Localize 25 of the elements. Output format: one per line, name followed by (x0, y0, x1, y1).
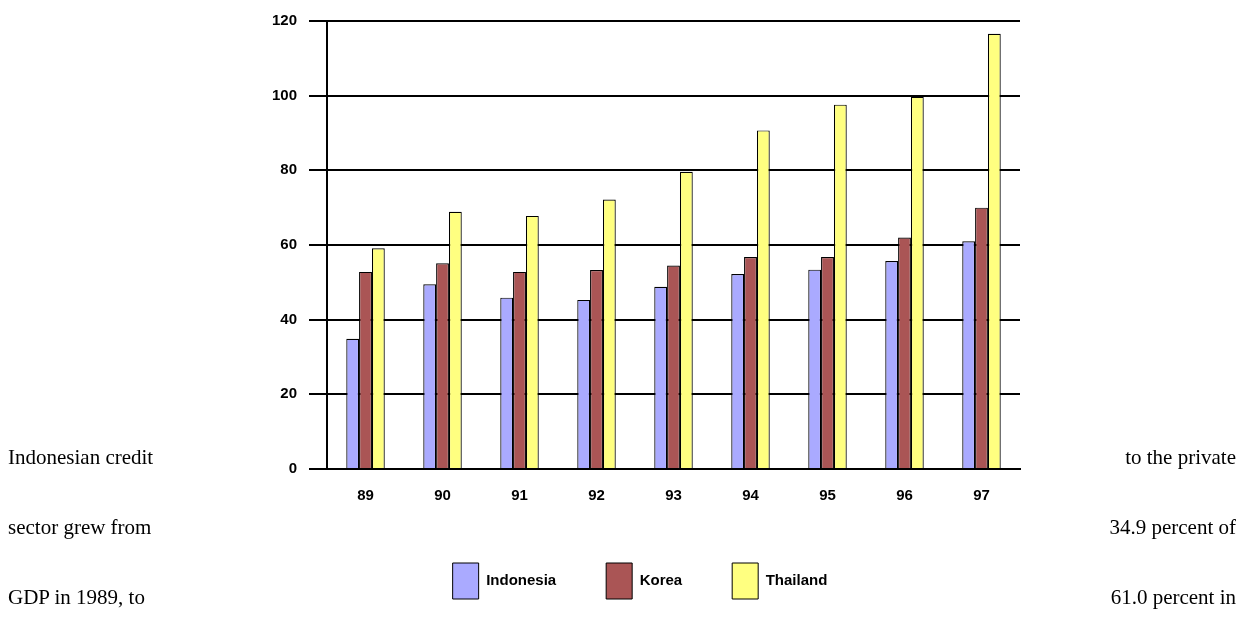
y-tick-label: 120 (272, 11, 298, 29)
x-tick-label: 94 (742, 486, 760, 504)
x-tick-label: 96 (896, 486, 913, 504)
x-tick-label: 95 (819, 486, 836, 504)
y-tick-label: 40 (280, 309, 298, 327)
text: 61.0 percent in (1110, 585, 1236, 610)
x-tick-label: 93 (665, 486, 682, 504)
text: to the private (1125, 445, 1236, 470)
y-tick-label: 20 (280, 384, 298, 402)
x-tick-label: 89 (357, 486, 374, 504)
text: sector grew from (8, 515, 152, 540)
x-tick-label: 90 (434, 486, 451, 504)
x-tick-label: 92 (588, 486, 605, 504)
legend-label: Thailand (765, 571, 828, 589)
x-tick-label: 97 (973, 486, 990, 504)
legend-label: Korea (639, 571, 683, 589)
text: GDP in 1989, to (8, 585, 145, 610)
x-tick-label: 91 (511, 486, 528, 504)
y-tick-label: 100 (272, 85, 298, 103)
y-tick-label: 80 (280, 160, 298, 178)
legend-label: Indonesia (486, 571, 557, 589)
y-tick-label: 0 (288, 459, 298, 477)
y-tick-label: 60 (280, 235, 298, 253)
text: Indonesian credit (8, 445, 154, 470)
text: 34.9 percent of (1109, 515, 1236, 540)
